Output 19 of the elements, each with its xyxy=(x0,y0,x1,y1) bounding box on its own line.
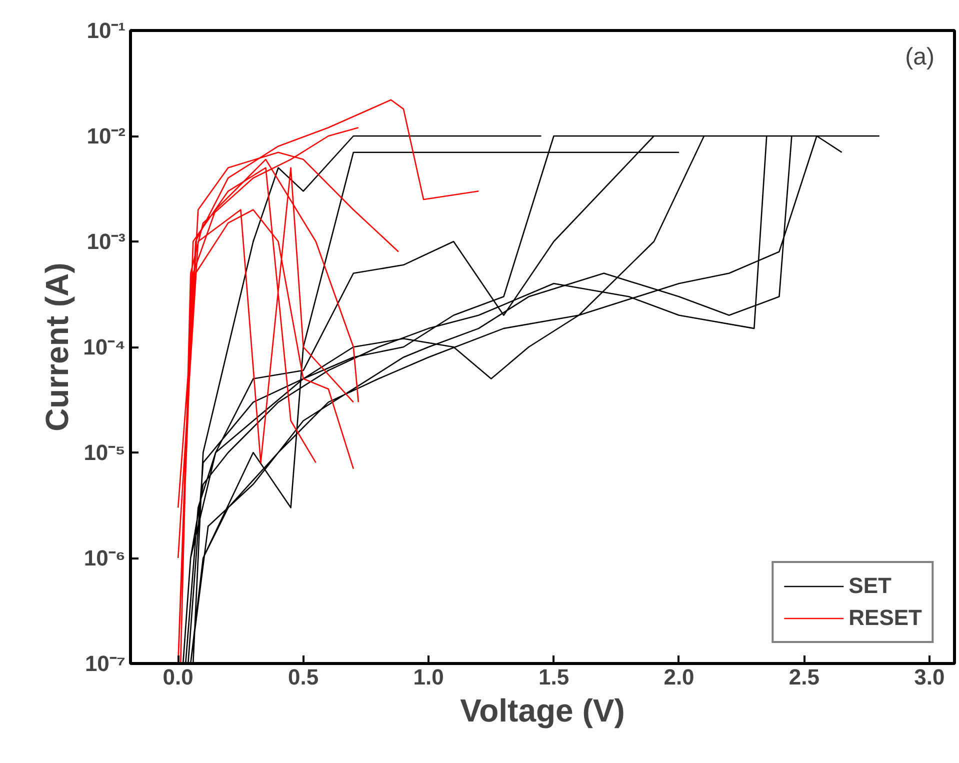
annotation: (a) xyxy=(905,44,935,70)
x-tick-label: 0.0 xyxy=(162,664,194,690)
y-tick-label: 10⁻¹ xyxy=(86,18,126,43)
y-tick-label: 10⁻⁶ xyxy=(84,546,126,570)
x-tick-label: 1.5 xyxy=(538,664,570,690)
legend-label: RESET xyxy=(848,605,922,631)
y-tick-label: 10⁻⁷ xyxy=(84,651,126,676)
x-tick-label: 0.5 xyxy=(288,664,319,690)
x-tick-label: 2.0 xyxy=(664,664,694,690)
y-tick-label: 10⁻² xyxy=(86,124,126,148)
x-tick-label: 1.0 xyxy=(413,664,444,690)
y-tick-label: 10⁻⁴ xyxy=(83,334,126,360)
x-tick-label: 2.5 xyxy=(788,664,820,690)
x-tick-label: 3.0 xyxy=(914,664,945,690)
x-axis-title: Voltage (V) xyxy=(460,692,625,728)
y-tick-label: 10⁻⁵ xyxy=(84,440,126,465)
y-tick-label: 10⁻³ xyxy=(86,229,126,254)
legend-label: SET xyxy=(848,573,892,599)
y-axis-title: Current (A) xyxy=(39,262,76,432)
